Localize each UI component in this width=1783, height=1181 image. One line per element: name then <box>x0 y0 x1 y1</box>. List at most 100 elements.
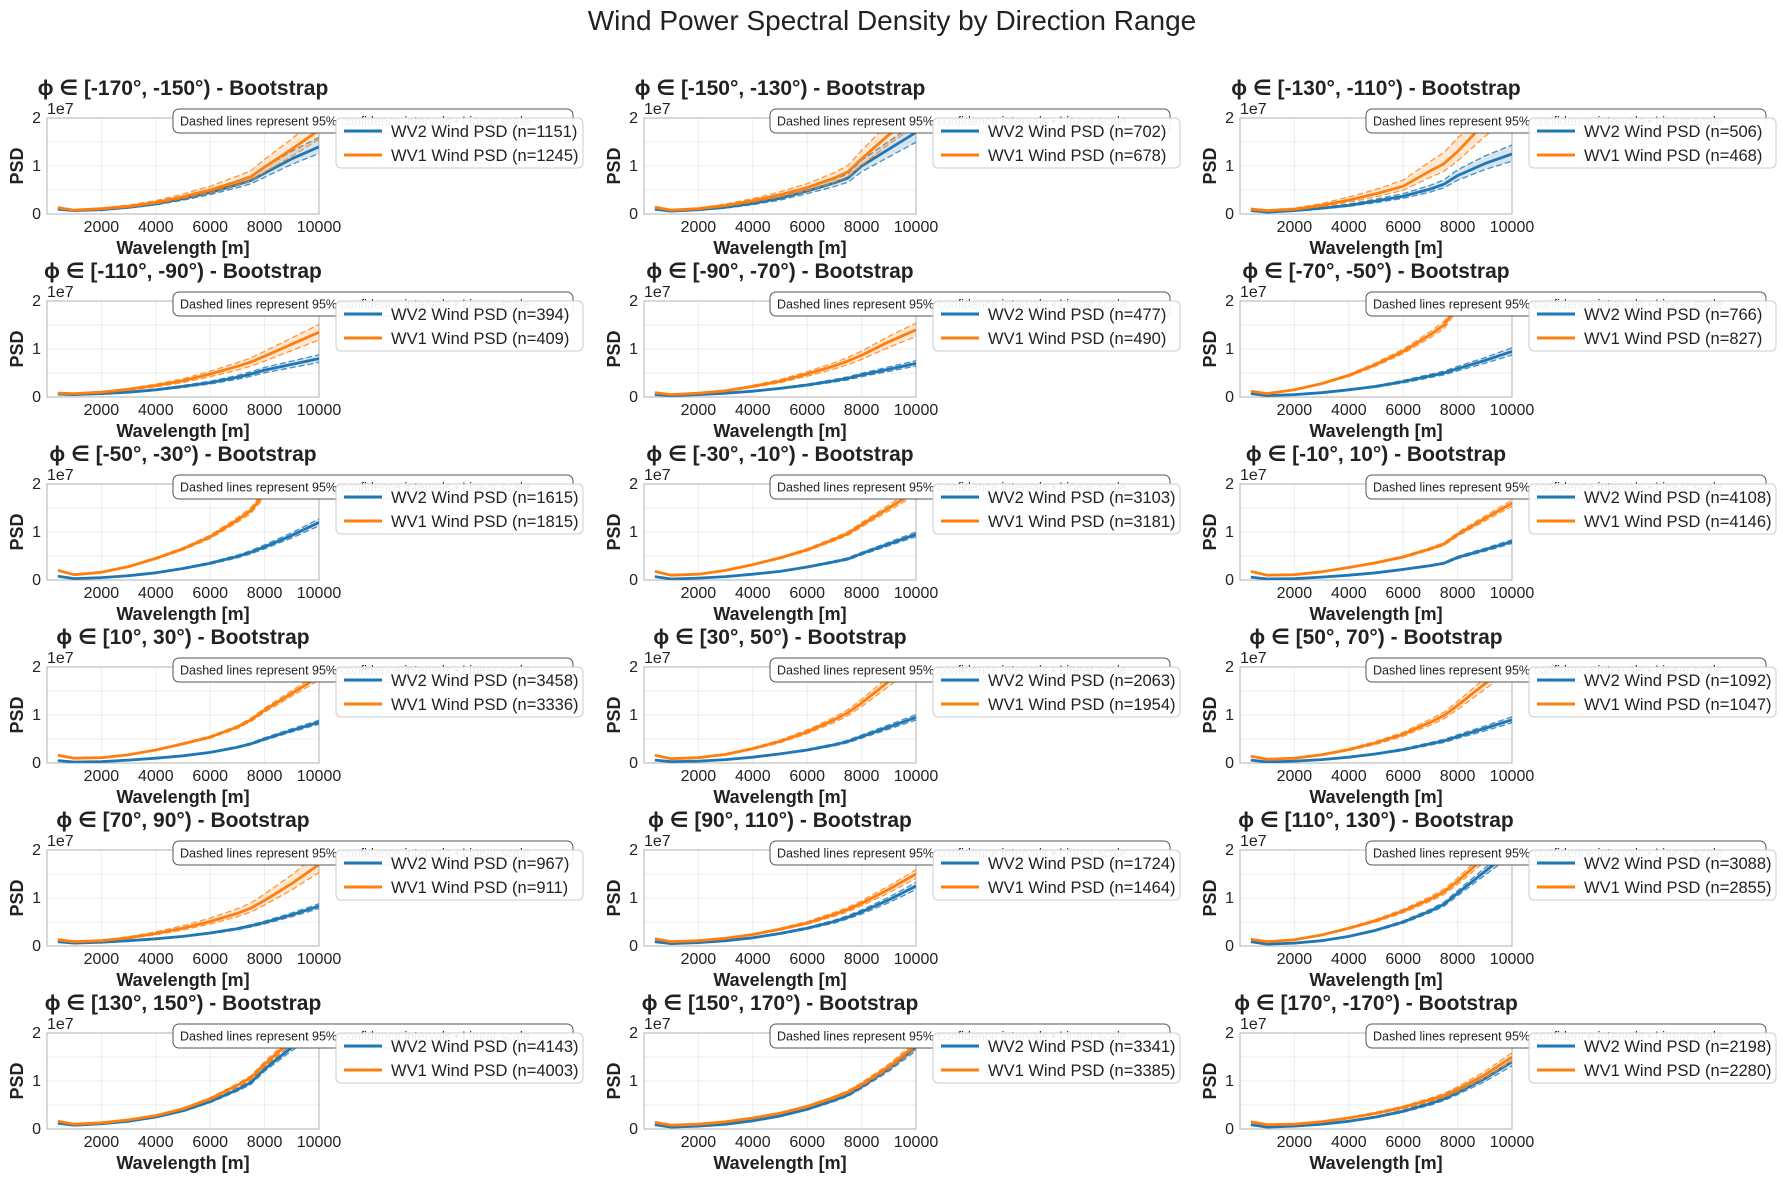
legend-label: WV2 Wind PSD (n=1092) <box>1584 672 1772 690</box>
legend: WV2 Wind PSD (n=967) WV1 Wind PSD (n=911) <box>335 849 584 901</box>
legend-label: WV1 Wind PSD (n=1954) <box>988 696 1176 714</box>
ci-upper-line <box>57 672 319 759</box>
series-line <box>654 716 916 763</box>
x-tick-label: 2000 <box>84 585 120 602</box>
legend-box <box>932 117 1181 169</box>
chart-panel: 2000 4000 6000 8000 10000 0 1 2 1e7 Wavelength [m… <box>7 260 584 441</box>
x-tick-label: 4000 <box>1331 585 1367 602</box>
plot-area <box>1250 499 1512 580</box>
y-tick-label: 2 <box>1225 659 1234 676</box>
y-tick-label: 0 <box>1225 755 1234 772</box>
panel-title: ϕ ∈ [110°, 130°) - Bootstrap <box>1238 809 1513 832</box>
series-line <box>57 675 319 760</box>
x-tick-label: 8000 <box>1440 219 1476 236</box>
chart-panel: 2000 4000 6000 8000 10000 0 1 2 1e7 Wavelength [m… <box>604 992 1181 1173</box>
y-tick-label: 2 <box>629 293 638 310</box>
x-tick-label: 4000 <box>1331 402 1367 419</box>
x-tick-label: 6000 <box>789 768 825 785</box>
x-tick-label: 4000 <box>735 402 771 419</box>
ci-lower-line <box>1250 1065 1512 1128</box>
legend-label: WV2 Wind PSD (n=2063) <box>988 672 1176 690</box>
legend-box <box>335 666 584 718</box>
x-tick-label: 6000 <box>789 219 825 236</box>
x-tick-label: 10000 <box>894 768 939 785</box>
y-tick-label: 0 <box>629 755 638 772</box>
x-tick-label: 2000 <box>1277 951 1313 968</box>
x-tick-label: 4000 <box>735 768 771 785</box>
x-tick-label: 2000 <box>84 402 120 419</box>
x-tick-label: 8000 <box>1440 951 1476 968</box>
panel-title: ϕ ∈ [70°, 90°) - Bootstrap <box>56 809 309 832</box>
x-tick-label: 6000 <box>192 402 228 419</box>
ci-lower-line <box>654 536 916 580</box>
y-tick-label: 1 <box>32 158 41 175</box>
chart-panel: 2000 4000 6000 8000 10000 0 1 2 1e7 Wavelength [m… <box>604 443 1181 624</box>
y-offset-label: 1e7 <box>1240 101 1267 118</box>
x-tick-label: 6000 <box>1385 402 1421 419</box>
y-axis-label: PSD <box>604 513 624 550</box>
x-tick-label: 8000 <box>844 768 880 785</box>
x-tick-label: 4000 <box>735 585 771 602</box>
y-tick-label: 2 <box>629 110 638 127</box>
legend-box <box>932 300 1181 352</box>
y-axis-label: PSD <box>7 513 27 550</box>
legend-label: WV1 Wind PSD (n=3181) <box>988 513 1176 531</box>
plot-area <box>654 487 916 580</box>
y-axis-label: PSD <box>604 1062 624 1099</box>
legend-box <box>335 483 584 535</box>
legend-box <box>335 117 584 169</box>
series-line <box>654 533 916 580</box>
y-tick-label: 0 <box>629 1121 638 1138</box>
legend-label: WV1 Wind PSD (n=4003) <box>391 1062 579 1080</box>
x-tick-label: 4000 <box>735 951 771 968</box>
y-tick-label: 2 <box>32 1025 41 1042</box>
plot-area <box>57 852 319 945</box>
y-offset-label: 1e7 <box>644 833 671 850</box>
x-tick-label: 8000 <box>844 219 880 236</box>
ci-lower-line <box>654 494 916 577</box>
legend-label: WV2 Wind PSD (n=4108) <box>1584 489 1772 507</box>
x-tick-label: 10000 <box>297 1134 342 1151</box>
x-axis-label: Wavelength [m] <box>713 787 846 807</box>
legend-label: WV1 Wind PSD (n=4146) <box>1584 513 1772 531</box>
x-tick-label: 6000 <box>789 1134 825 1151</box>
x-tick-label: 8000 <box>844 1134 880 1151</box>
x-axis-label: Wavelength [m] <box>116 238 249 258</box>
x-tick-label: 8000 <box>247 768 283 785</box>
x-axis-label: Wavelength [m] <box>1309 604 1442 624</box>
legend-label: WV1 Wind PSD (n=2280) <box>1584 1062 1772 1080</box>
x-axis-label: Wavelength [m] <box>1309 970 1442 990</box>
y-offset-label: 1e7 <box>644 650 671 667</box>
x-tick-label: 10000 <box>1490 1134 1535 1151</box>
x-tick-label: 8000 <box>1440 402 1476 419</box>
series-line <box>57 521 319 580</box>
series-line <box>654 1043 916 1127</box>
x-tick-label: 4000 <box>138 768 174 785</box>
x-tick-label: 10000 <box>1490 402 1535 419</box>
panel-title: ϕ ∈ [-30°, -10°) - Bootstrap <box>646 443 913 466</box>
series-line <box>1250 850 1512 946</box>
x-axis-label: Wavelength [m] <box>713 1153 846 1173</box>
legend: WV2 Wind PSD (n=506) WV1 Wind PSD (n=468) <box>1528 117 1777 169</box>
y-offset-label: 1e7 <box>47 284 74 301</box>
y-offset-label: 1e7 <box>1240 1016 1267 1033</box>
series-line <box>1250 152 1512 214</box>
y-axis-label: PSD <box>1200 513 1220 550</box>
panel-title: ϕ ∈ [50°, 70°) - Bootstrap <box>1249 626 1502 649</box>
y-offset-label: 1e7 <box>644 101 671 118</box>
legend-label: WV2 Wind PSD (n=2198) <box>1584 1038 1772 1056</box>
legend-label: WV2 Wind PSD (n=3103) <box>988 489 1176 507</box>
series-line <box>654 1046 916 1129</box>
plot-area <box>654 667 916 763</box>
ci-upper-line <box>57 354 319 396</box>
y-tick-label: 0 <box>32 938 41 955</box>
x-axis-label: Wavelength [m] <box>713 238 846 258</box>
x-axis-label: Wavelength [m] <box>116 787 249 807</box>
y-offset-label: 1e7 <box>47 1016 74 1033</box>
x-tick-label: 8000 <box>1440 585 1476 602</box>
y-axis-label: PSD <box>7 147 27 184</box>
series-line <box>57 904 319 945</box>
y-offset-label: 1e7 <box>644 284 671 301</box>
legend-box <box>335 300 584 352</box>
series-line <box>57 330 319 396</box>
